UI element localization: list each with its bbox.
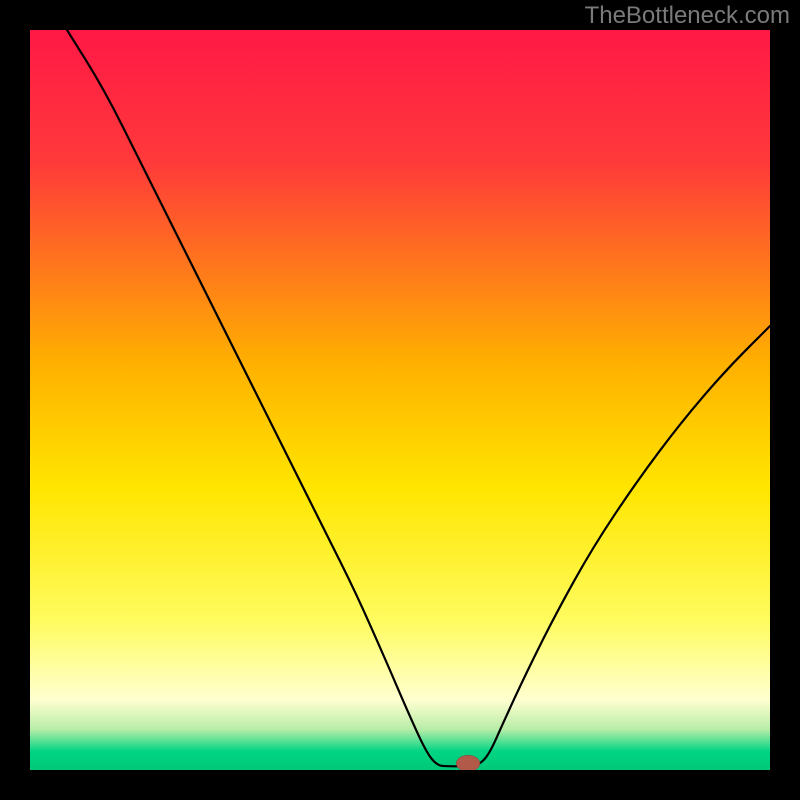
gradient-background [30,30,770,770]
plot-area [30,30,770,770]
chart-container: TheBottleneck.com [0,0,800,800]
attribution-text: TheBottleneck.com [585,2,790,30]
min-marker [456,755,480,770]
